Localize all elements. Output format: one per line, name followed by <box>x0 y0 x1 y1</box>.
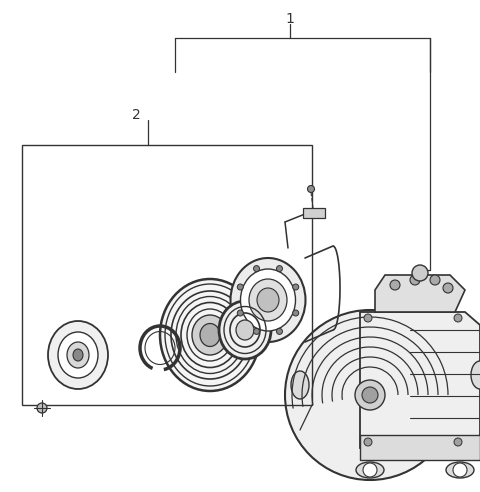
Circle shape <box>410 275 420 285</box>
Ellipse shape <box>230 258 305 342</box>
Circle shape <box>454 438 462 446</box>
Ellipse shape <box>48 321 108 389</box>
Ellipse shape <box>276 266 283 272</box>
Ellipse shape <box>37 403 47 413</box>
Text: 2: 2 <box>132 108 140 122</box>
Circle shape <box>355 380 385 410</box>
Circle shape <box>430 275 440 285</box>
Ellipse shape <box>73 349 83 361</box>
Circle shape <box>390 280 400 290</box>
Text: 1: 1 <box>286 12 294 26</box>
Bar <box>22 145 312 405</box>
Circle shape <box>362 387 378 403</box>
Circle shape <box>412 265 428 281</box>
Circle shape <box>454 314 462 322</box>
Ellipse shape <box>160 279 260 391</box>
Ellipse shape <box>471 361 480 389</box>
Ellipse shape <box>291 371 309 399</box>
Ellipse shape <box>58 332 98 378</box>
Ellipse shape <box>237 284 243 290</box>
Ellipse shape <box>276 329 283 335</box>
Ellipse shape <box>253 329 260 335</box>
Ellipse shape <box>293 310 299 316</box>
Ellipse shape <box>356 462 384 478</box>
Circle shape <box>443 283 453 293</box>
Ellipse shape <box>446 462 474 478</box>
Bar <box>303 208 325 218</box>
Ellipse shape <box>236 320 254 340</box>
Bar <box>360 435 480 460</box>
Circle shape <box>364 438 372 446</box>
Ellipse shape <box>200 324 220 346</box>
Ellipse shape <box>308 185 314 192</box>
Ellipse shape <box>240 269 296 331</box>
Circle shape <box>453 463 467 477</box>
Ellipse shape <box>67 342 89 368</box>
Ellipse shape <box>237 310 243 316</box>
Ellipse shape <box>249 279 287 321</box>
Circle shape <box>285 310 455 480</box>
Ellipse shape <box>253 266 260 272</box>
Ellipse shape <box>293 284 299 290</box>
Polygon shape <box>375 275 465 312</box>
Circle shape <box>363 463 377 477</box>
Ellipse shape <box>257 288 279 312</box>
Ellipse shape <box>192 315 228 355</box>
Circle shape <box>364 314 372 322</box>
Ellipse shape <box>219 301 271 359</box>
Polygon shape <box>360 312 480 448</box>
